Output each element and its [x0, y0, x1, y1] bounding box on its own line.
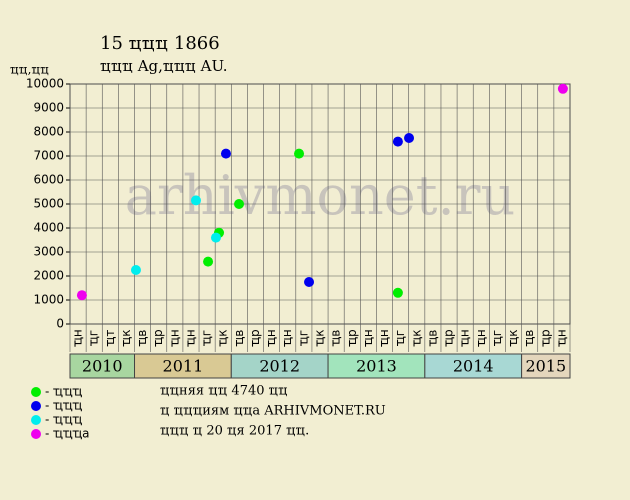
month-label: ҵк [409, 330, 423, 347]
month-label: ҵв [522, 330, 536, 347]
chart-subtitle: ҵҵҵ Ag,ҵҵҵ AU. [100, 57, 228, 75]
year-label: 2013 [356, 357, 397, 376]
y-tick-label: 1000 [33, 293, 64, 307]
year-band [424, 353, 523, 379]
month-label: ҵр [345, 329, 359, 346]
year-label: 2010 [82, 357, 123, 376]
month-label: ҵг [490, 330, 504, 346]
legend-label: - ҵҵҵ [45, 385, 83, 399]
note: ҵҵняя ҵҵ 4740 ҵҵ [160, 384, 288, 399]
chart-title: 15 ҵҵҵ 1866 [100, 33, 220, 54]
month-label: ҵр [151, 329, 165, 346]
y-tick-label: 6000 [33, 173, 64, 187]
month-label: ҵр [248, 329, 262, 346]
month-label: ҵн [71, 329, 85, 347]
month-label: ҵн [474, 329, 488, 347]
year-band [327, 353, 426, 379]
point [76, 290, 87, 301]
point [392, 287, 403, 298]
point [294, 148, 305, 159]
month-label: ҵн [361, 329, 375, 347]
point [220, 148, 231, 159]
point [190, 195, 201, 206]
point [404, 133, 415, 143]
watermark: arhivmonet.ru [125, 164, 515, 227]
month-label: ҵн [377, 329, 391, 347]
year-label: 2014 [453, 357, 494, 376]
month-label: ҵр [538, 329, 552, 346]
legend-label: - ҵҵҵ [45, 413, 83, 427]
month-label: ҵв [135, 330, 149, 347]
year-band [521, 353, 571, 379]
point [234, 199, 245, 209]
point [130, 265, 141, 275]
y-tick-label: 9000 [33, 101, 64, 115]
y-tick-label: 8000 [33, 125, 64, 139]
month-label: ҵк [506, 330, 520, 347]
year-label: 2015 [525, 357, 566, 376]
y-tick-label: 2000 [33, 269, 64, 283]
month-label: ҵг [393, 330, 407, 346]
month-label: ҵр [442, 329, 456, 346]
year-label: 2011 [163, 357, 204, 376]
legend-label: - ҵҵҵ [45, 399, 83, 413]
y-tick-label: 7000 [33, 149, 64, 163]
note: ҵ ҵҵҵиям ҵҵа ARHIVMONET.RU [160, 404, 386, 419]
month-label: ҵв [329, 330, 343, 347]
point [304, 277, 315, 287]
month-label: ҵн [280, 329, 294, 347]
year-band [69, 353, 136, 379]
note: ҵҵҵ ҵ 20 ҵя 2017 ҵҵ. [160, 424, 309, 439]
y-tick-label: 5000 [33, 197, 64, 211]
month-label: ҵв [232, 330, 246, 347]
y-tick-label: 3000 [33, 245, 64, 259]
month-label: ҵн [183, 329, 197, 347]
point [392, 136, 403, 147]
point [557, 83, 568, 94]
y-tick-label: 4000 [33, 221, 64, 235]
month-label: ҵг [87, 330, 101, 346]
legend-marker [31, 401, 41, 411]
legend-marker [31, 415, 41, 425]
year-label: 2012 [259, 357, 300, 376]
point [203, 256, 214, 267]
month-label: ҵк [313, 330, 327, 347]
y-tick-label: 10000 [26, 77, 64, 91]
point [210, 232, 221, 243]
month-label: ҵн [458, 329, 472, 347]
y-axis-label: ҵҵ,ҵҵ [10, 63, 49, 77]
month-label: ҵг [200, 330, 214, 346]
month-label: ҵг [296, 330, 310, 346]
legend-marker [31, 387, 41, 397]
month-label: ҵв [425, 330, 439, 347]
month-label: ҵн [554, 329, 568, 347]
legend-marker [31, 429, 41, 439]
month-label: ҵт [103, 330, 117, 347]
month-label: ҵк [216, 330, 230, 347]
year-band [230, 353, 329, 379]
y-tick-label: 0 [56, 317, 64, 331]
month-label: ҵн [167, 329, 181, 347]
month-label: ҵн [264, 329, 278, 347]
month-label: ҵк [119, 330, 133, 347]
legend-label: - ҵҵҵа [45, 427, 90, 441]
